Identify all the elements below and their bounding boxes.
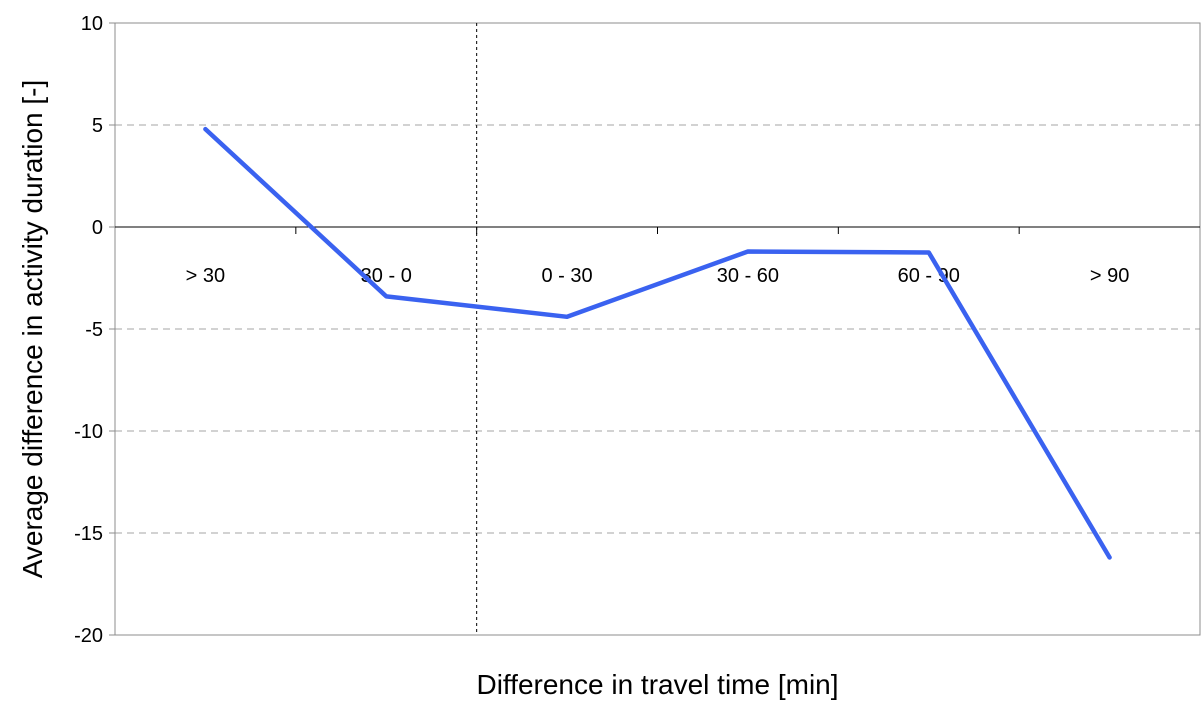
series-line <box>203 126 1112 560</box>
x-tick-label: > 30 <box>186 265 225 287</box>
x-tick-label: 30 - 0 <box>361 265 412 287</box>
y-tick-label: -5 <box>85 319 103 341</box>
y-tick-label: -15 <box>74 523 103 545</box>
y-axis-title: Average difference in activity duration … <box>17 80 48 579</box>
y-tick-label: 5 <box>92 115 103 137</box>
series-group <box>203 126 1112 560</box>
y-tick-label: 10 <box>81 13 103 35</box>
y-tick-label: 0 <box>92 217 103 239</box>
x-tick-label: 30 - 60 <box>717 265 779 287</box>
x-tick-label: 0 - 30 <box>542 265 593 287</box>
gridlines <box>115 124 1200 534</box>
x-tick-label: > 90 <box>1090 265 1129 287</box>
y-tick-label: -20 <box>74 625 103 647</box>
x-axis-title: Difference in travel time [min] <box>476 669 838 700</box>
x-tick-label: 60 - 90 <box>898 265 960 287</box>
y-tick-label: -10 <box>74 421 103 443</box>
y-axis: 10 5 0 -5 -10 -15 -20 <box>74 13 115 647</box>
